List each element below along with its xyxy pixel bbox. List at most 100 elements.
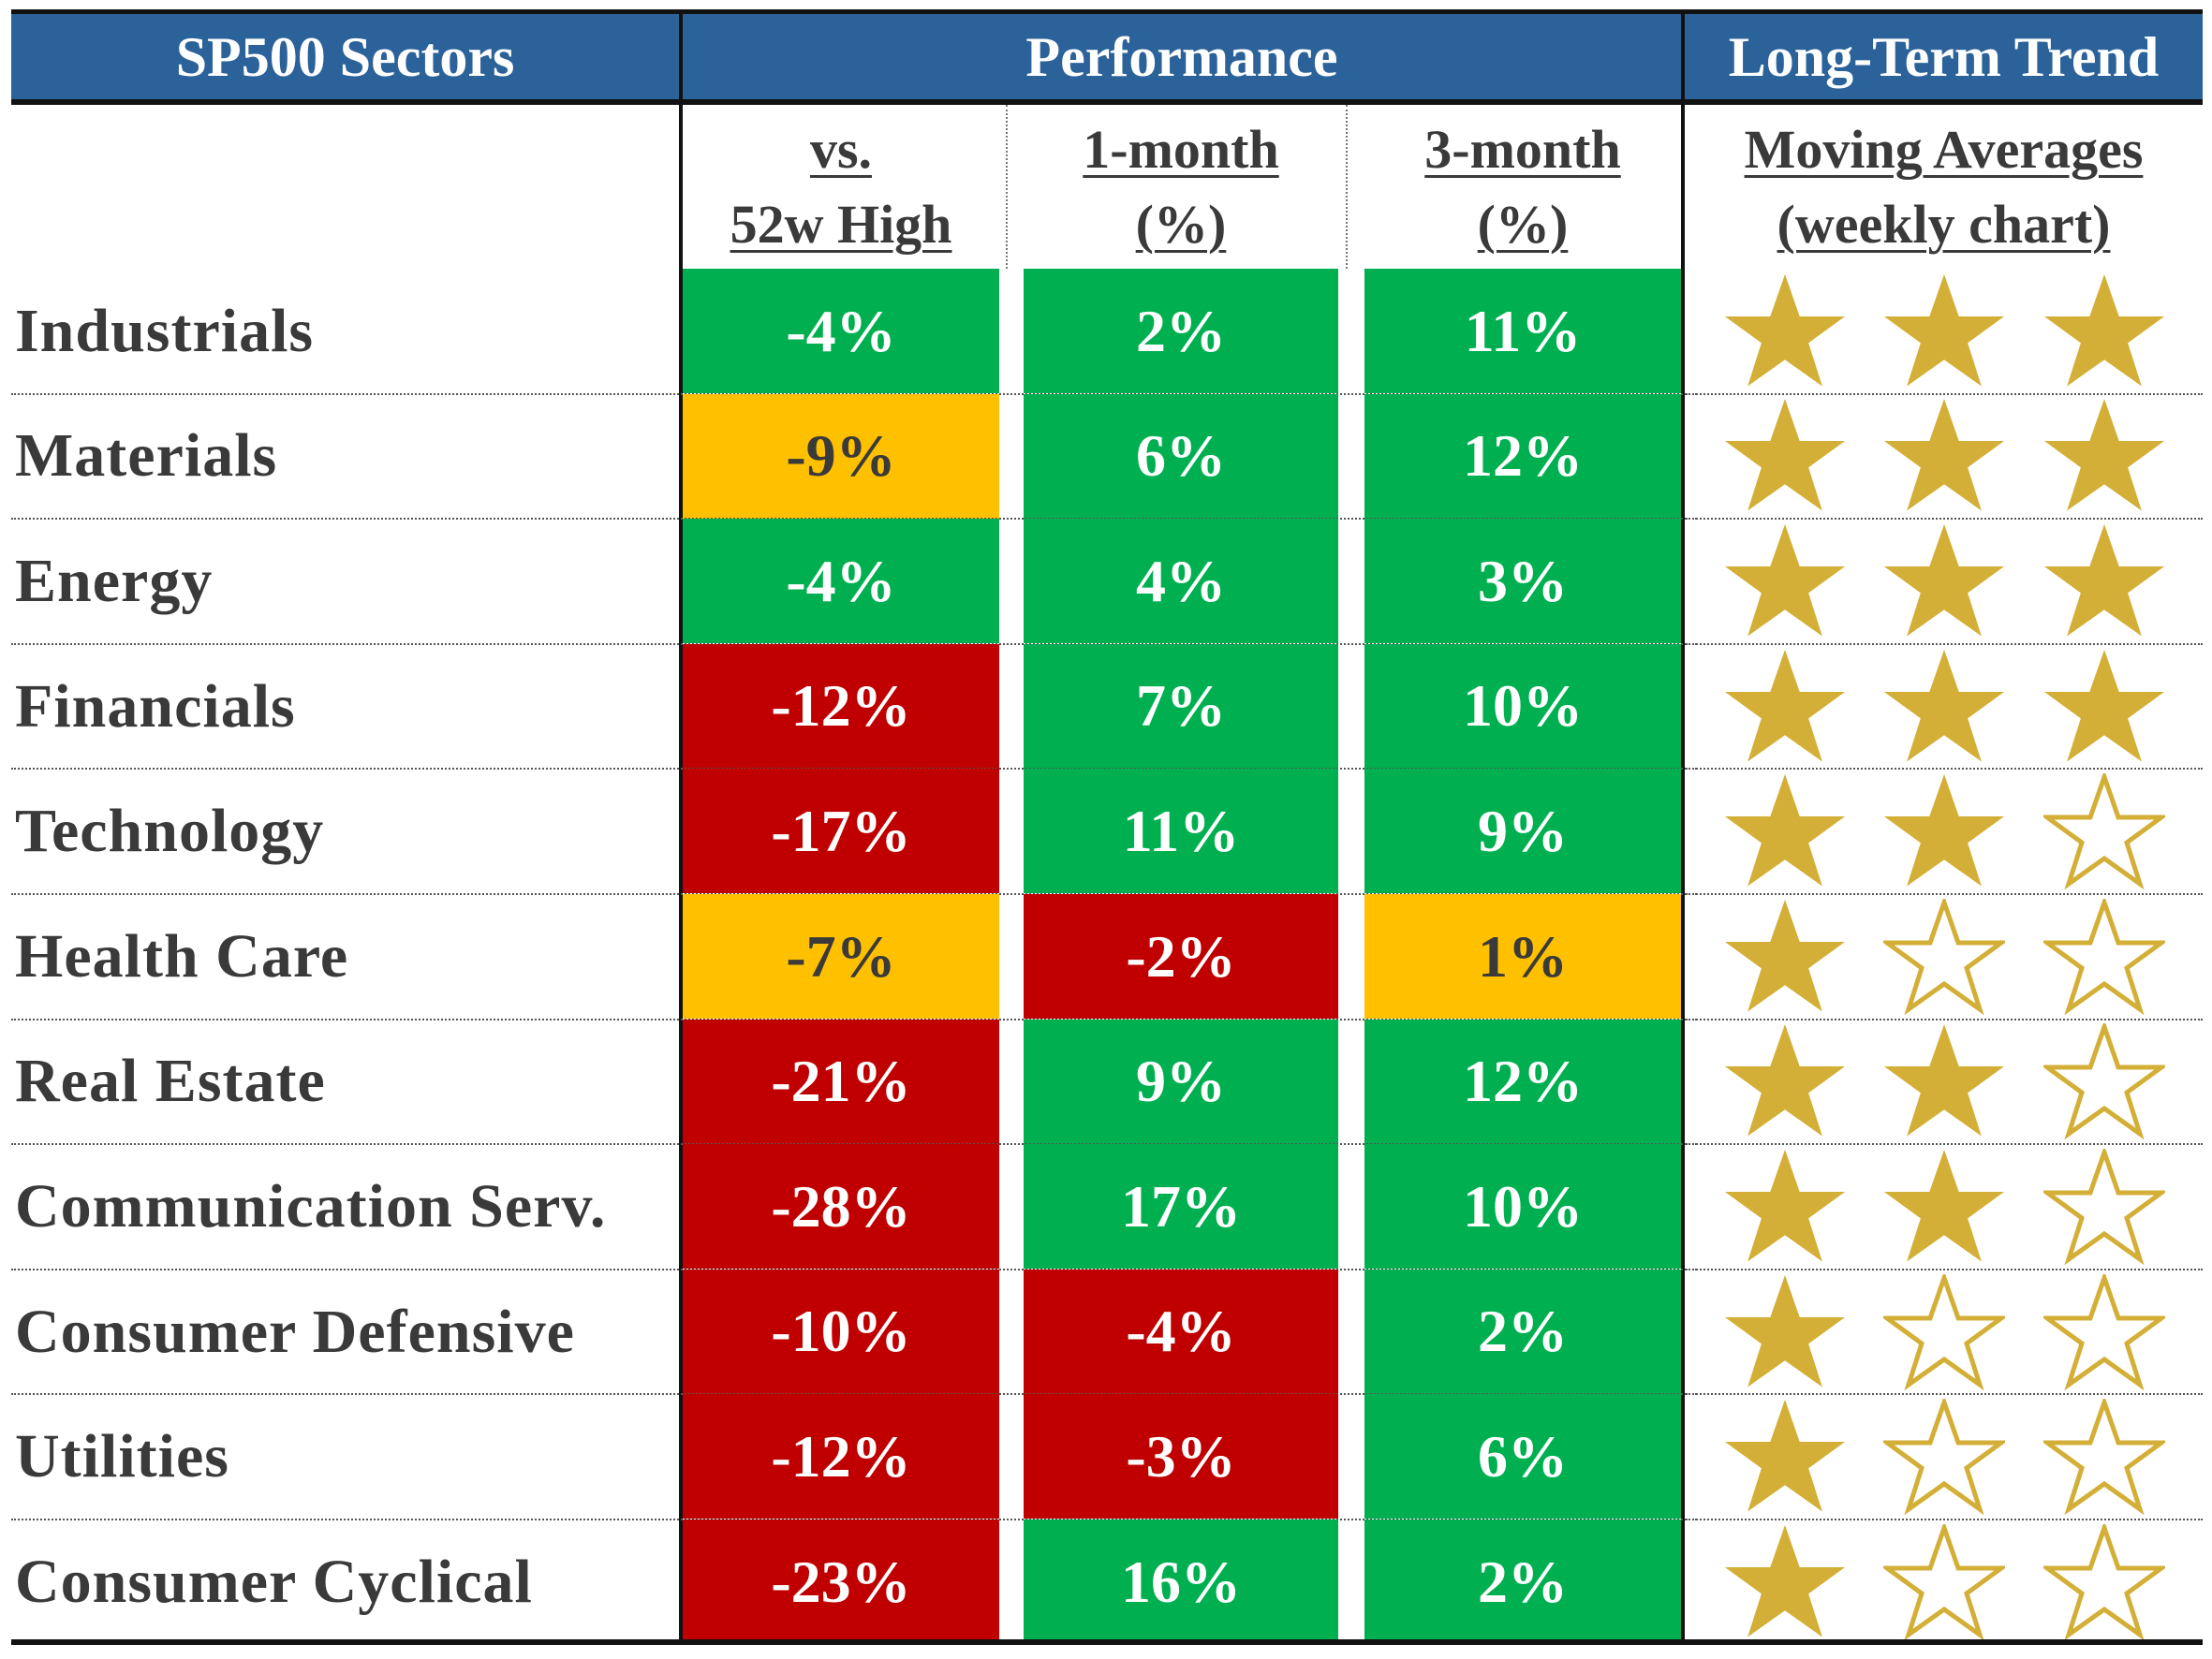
empty-star-icon [2042,1023,2165,1140]
value-cell-vs-high: -23% [683,1520,999,1645]
value-cell-m3: 11% [1364,269,1681,394]
header-performance: Performance [683,14,1681,101]
value-cell-m3: 3% [1364,519,1681,644]
filled-star-icon [1724,649,1845,762]
value-cell-m3: 10% [1364,643,1681,769]
value-cell-m1: -4% [1024,1269,1338,1394]
subheader-vs-high-line2: 52w High [730,193,952,255]
empty-star-icon [1883,1399,2005,1516]
value-cell-vs-high: -21% [683,1019,999,1144]
value-cell-m1: 16% [1024,1520,1338,1645]
value-cell-m3: 2% [1364,1520,1681,1645]
empty-star-icon [2042,1148,2165,1265]
filled-star-icon [1724,273,1845,387]
value-cell-m3: 12% [1364,393,1681,519]
star-rating [1686,1144,2203,1270]
filled-star-icon [1883,1024,2005,1137]
subheader-3-month-line2: (%) [1477,193,1569,255]
empty-star-icon [1883,1273,2005,1390]
row-separator [1686,392,2203,395]
header-trend: Long-Term Trend [1685,14,2203,101]
value-cell-m1: -2% [1024,894,1338,1020]
subheader-dotted-divider [1346,105,1348,269]
filled-star-icon [1724,1024,1845,1137]
filled-star-icon [2043,649,2164,762]
empty-star-icon [1883,898,2005,1015]
value-cell-m3: 10% [1364,1144,1681,1270]
star-rating [1686,519,2203,644]
value-cell-m3: 6% [1364,1394,1681,1520]
subheader-vs-high-line1: vs. [809,118,873,180]
filled-star-icon [2043,523,2164,637]
row-separator [1686,1519,2203,1520]
star-rating [1686,769,2203,894]
value-cell-vs-high: -4% [683,269,999,394]
filled-star-icon [1883,1149,2005,1262]
value-cell-m1: -3% [1024,1394,1338,1520]
filled-star-icon [2043,273,2164,387]
sector-label: Health Care [15,921,349,991]
value-cell-m3: 9% [1364,769,1681,894]
filled-star-icon [1724,399,1845,511]
star-rating [1686,1394,2203,1520]
row-separator [1686,642,2203,645]
value-cell-m1: 2% [1024,269,1338,394]
value-cell-vs-high: -28% [683,1144,999,1270]
header-top-rule [11,9,2203,15]
sector-label: Financials [15,671,296,741]
header-sectors: SP500 Sectors [11,14,679,101]
sector-label: Materials [15,421,278,491]
value-cell-vs-high: -12% [683,643,999,769]
filled-star-icon [1724,1400,1845,1512]
sector-label: Utilities [15,1422,229,1491]
value-cell-m3: 2% [1364,1269,1681,1394]
filled-star-icon [1883,649,2005,762]
empty-star-icon [2042,1273,2165,1390]
row-separator [1686,1268,2203,1270]
value-cell-m1: 9% [1024,1019,1338,1144]
subheader-moving-averages: Moving Averages (weekly chart) [1685,105,2203,269]
filled-star-icon [1724,1149,1845,1262]
filled-star-icon [1724,774,1845,887]
subheader-moving-averages-line2: (weekly chart) [1777,193,2111,255]
empty-star-icon [1883,1523,2005,1640]
empty-star-icon [2042,773,2165,890]
value-cell-m3: 1% [1364,894,1681,1020]
subheader-1-month-line2: (%) [1135,193,1227,255]
subheader-3-month-line1: 3-month [1424,118,1621,180]
sector-label: Industrials [15,296,315,365]
sector-label: Consumer Cyclical [15,1547,533,1616]
value-cell-m3: 12% [1364,1019,1681,1144]
star-rating [1686,1020,2203,1145]
empty-star-icon [2042,898,2165,1015]
sector-label: Technology [15,797,325,866]
value-cell-vs-high: -10% [683,1269,999,1394]
row-separator [1686,893,2203,895]
empty-star-icon [2042,1399,2165,1516]
subheader-vs-high: vs. 52w High [683,105,999,269]
sector-label: Consumer Defensive [15,1297,575,1366]
filled-star-icon [1883,399,2005,511]
row-separator [1686,1143,2203,1146]
star-rating [1686,394,2203,520]
empty-star-icon [2042,1523,2165,1640]
sector-label: Real Estate [15,1047,326,1116]
subheader-moving-averages-line1: Moving Averages [1744,118,2144,180]
value-cell-m1: 11% [1024,769,1338,894]
value-cell-m1: 4% [1024,519,1338,644]
star-rating [1686,894,2203,1020]
row-separator [1686,1393,2203,1396]
table-bottom-rule [11,1639,2203,1645]
filled-star-icon [1724,523,1845,637]
value-cell-m1: 6% [1024,393,1338,519]
filled-star-icon [1724,1274,1845,1387]
row-separator [1686,1018,2203,1020]
star-rating [1686,269,2203,394]
subheader-1-month: 1-month (%) [1024,105,1338,269]
sector-label: Communication Serv. [15,1171,607,1241]
value-cell-vs-high: -4% [683,519,999,644]
value-cell-vs-high: -9% [683,393,999,519]
row-separator [1686,518,2203,521]
value-cell-vs-high: -7% [683,894,999,1020]
